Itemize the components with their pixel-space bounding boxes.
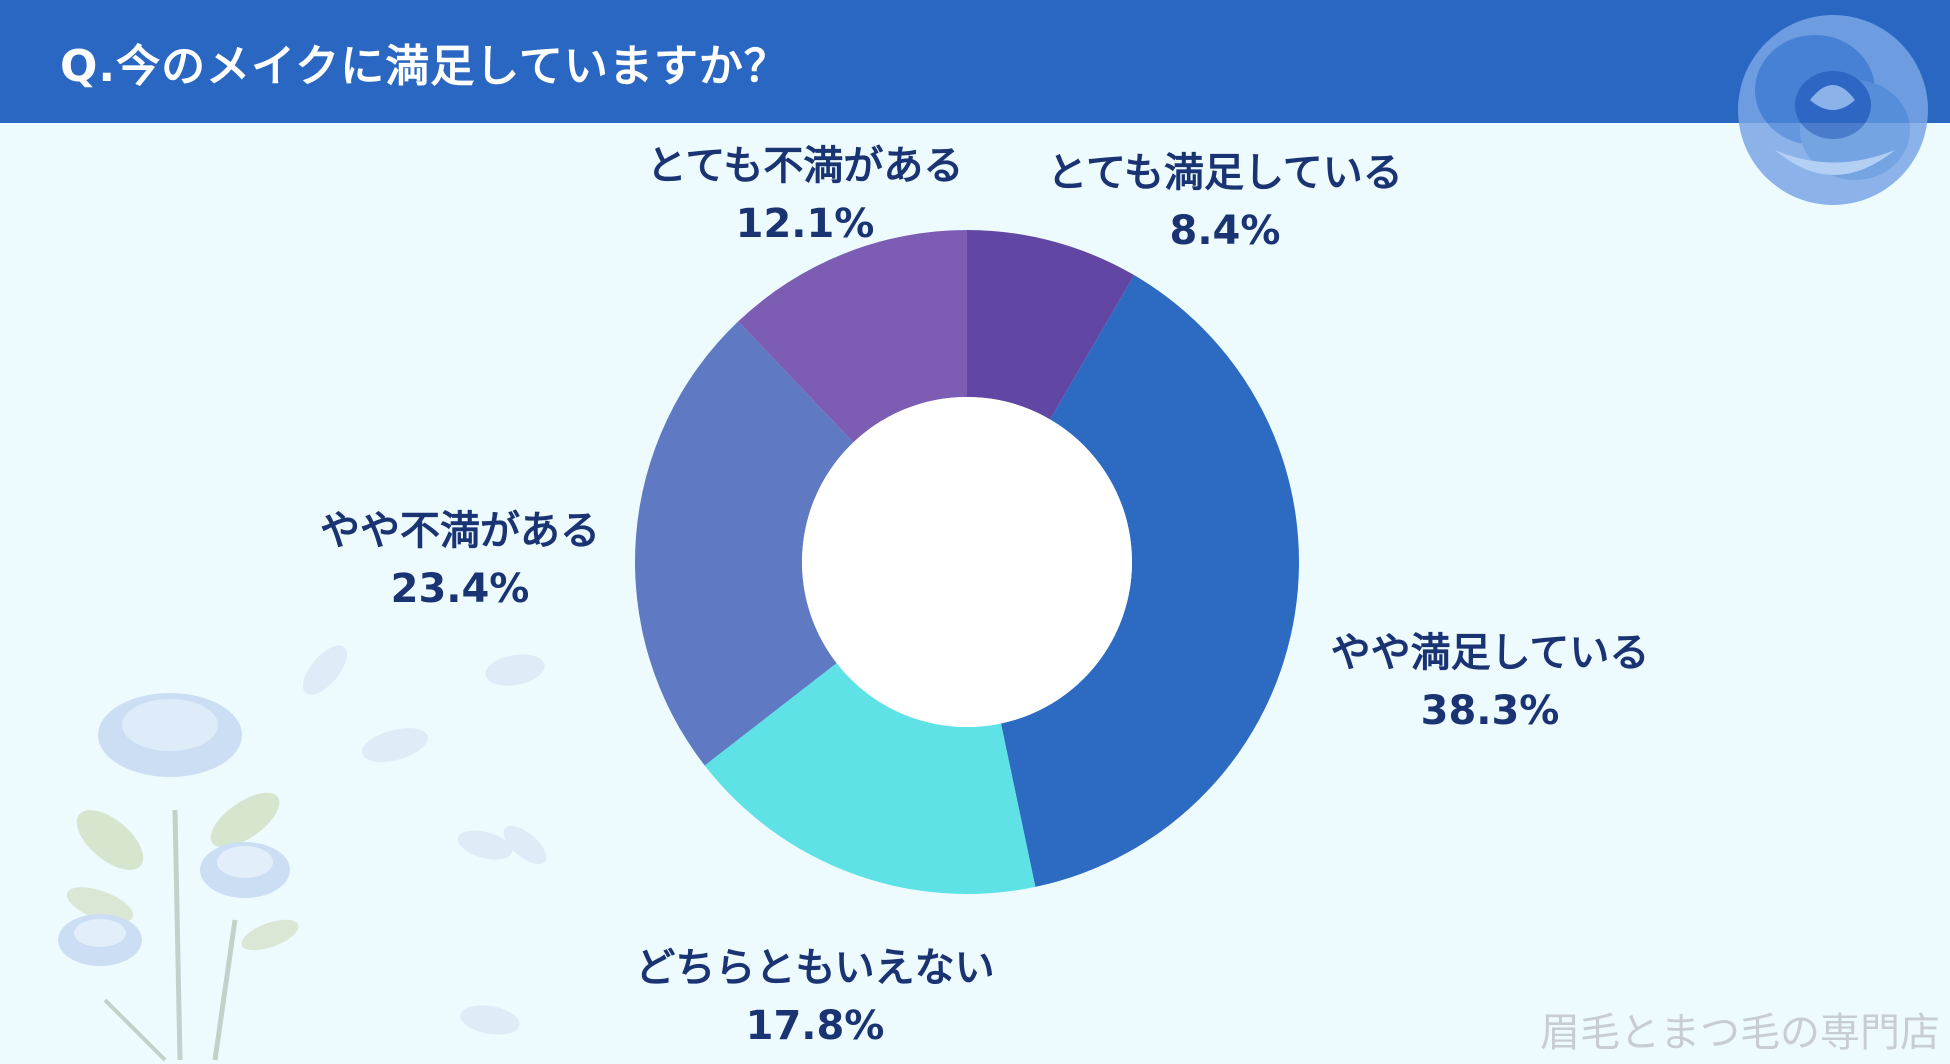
category-label: やや満足している — [1330, 630, 1650, 676]
donut-slice-1 — [967, 230, 1135, 420]
label-somewhat-dissatisfied: やや不満がある 23.4% — [260, 502, 660, 618]
rose-bouquet-icon — [58, 693, 299, 1062]
donut-slice-5 — [738, 230, 967, 443]
donut-slice-4 — [635, 321, 854, 766]
label-very-satisfied: とても満足している 8.4% — [1025, 144, 1425, 260]
category-label: とても満足している — [1047, 150, 1403, 196]
donut-slice-3 — [704, 663, 1036, 894]
blue-rose-icon — [1738, 15, 1928, 205]
question-title: Q.今のメイクに満足していますか？ — [60, 41, 789, 92]
label-neutral: どちらともいえない 17.8% — [615, 939, 1015, 1055]
category-label: どちらともいえない — [635, 945, 995, 991]
value-label: 38.3% — [1420, 688, 1560, 734]
value-label: 23.4% — [390, 566, 530, 612]
donut-slice-2 — [1000, 275, 1299, 887]
value-label: 8.4% — [1169, 208, 1281, 254]
value-label: 12.1% — [735, 201, 875, 247]
category-label: とても不満がある — [646, 143, 964, 189]
petal-icon — [302, 645, 547, 1035]
watermark: 眉毛とまつ毛の専門店 — [1540, 1010, 1940, 1056]
header-bar: Q.今のメイクに満足していますか？ — [0, 0, 1950, 123]
label-somewhat-satisfied: やや満足している 38.3% — [1290, 624, 1690, 740]
label-very-dissatisfied: とても不満がある 12.1% — [605, 137, 1005, 253]
value-label: 17.8% — [745, 1003, 885, 1049]
donut-hole — [802, 397, 1132, 727]
category-label: やや不満がある — [320, 508, 600, 554]
